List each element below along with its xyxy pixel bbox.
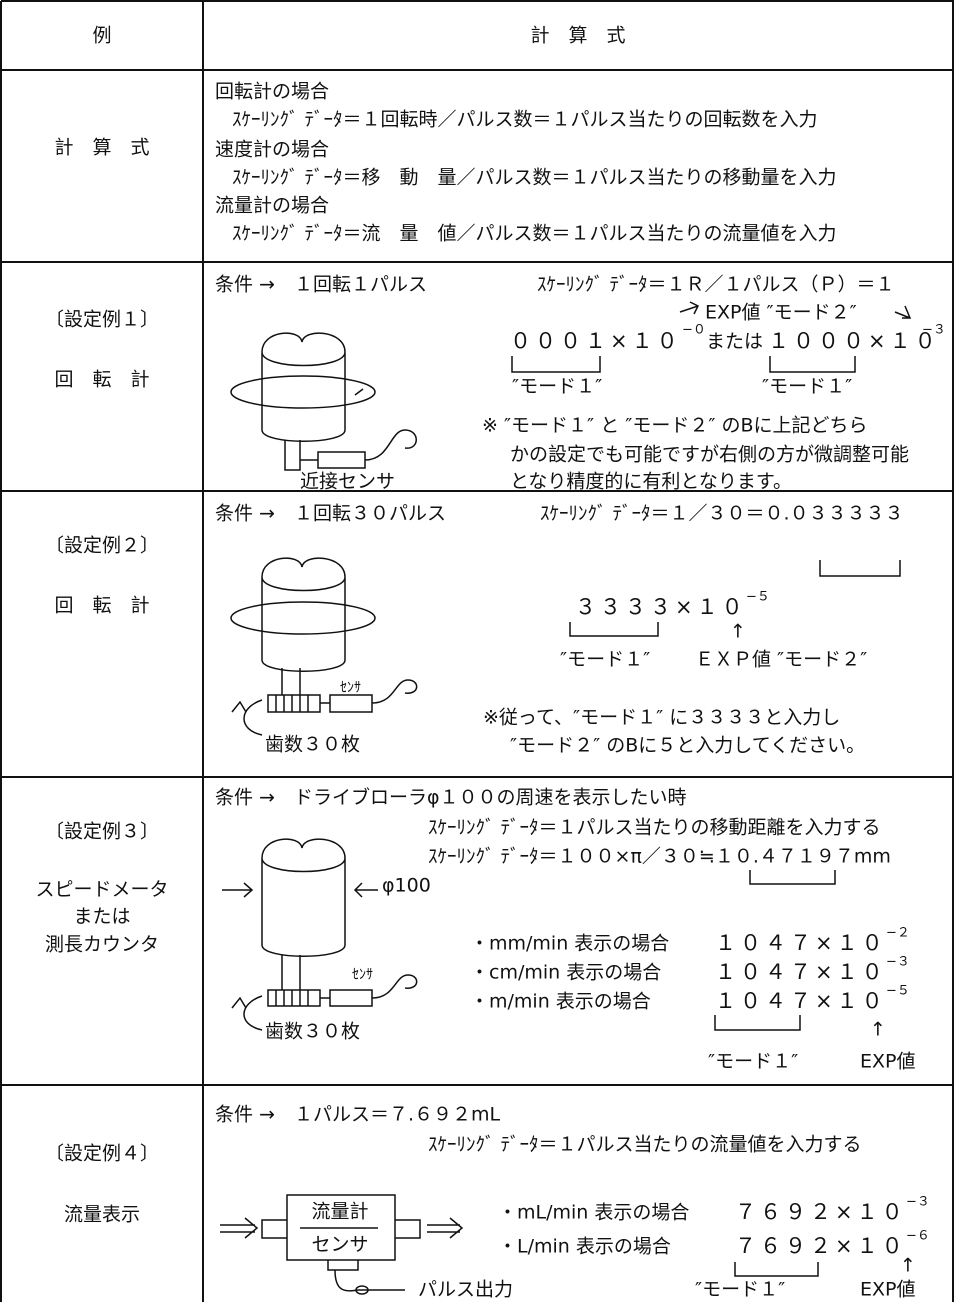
text: 歯数３０枚 <box>265 734 360 756</box>
text: ０００１×１０ <box>510 329 682 353</box>
row-label: 〔設定例２〕 <box>45 535 159 557</box>
text: かの設定でも可能ですが右側の方が微調整可能 <box>510 444 909 466</box>
text: ｾﾝｻ <box>340 680 361 696</box>
row-label: または <box>73 906 130 928</box>
text: センサ <box>311 1234 368 1256</box>
text: ｽｹｰﾘﾝｸﾞ ﾃﾞｰﾀ＝１Ｒ／１パルス（Ｐ）＝１ <box>537 274 895 296</box>
header-cell: 計 算 式 <box>530 25 625 47</box>
text: ・mm/min 表示の場合 <box>470 933 669 955</box>
text: 流量計 <box>311 1201 368 1223</box>
text: 条件 → １パルス＝７.６９２mL <box>215 1104 501 1126</box>
row-label: スピードメータ <box>35 879 168 901</box>
text: EXP値 <box>860 1279 915 1301</box>
text: ｽｹｰﾘﾝｸﾞ ﾃﾞｰﾀ＝１回転時／パルス数＝１パルス当たりの回転数を入力 <box>232 109 818 131</box>
diagram <box>222 838 836 1031</box>
text: ※ ″モード１″ と ″モード２″ のBに上記どちら <box>482 415 868 437</box>
text: ｽｹｰﾘﾝｸﾞ ﾃﾞｰﾀ＝１／３０＝０.０３３３３３ <box>540 503 904 525</box>
text: または <box>706 331 763 353</box>
text: ↑ <box>730 621 746 643</box>
text: ７６９２×１０ <box>735 1234 907 1258</box>
text: 回転計の場合 <box>215 81 329 103</box>
text: １０４７×１０ <box>715 960 887 984</box>
row-label: 〔設定例１〕 <box>45 309 159 331</box>
text: ｽｹｰﾘﾝｸﾞ ﾃﾞｰﾀ＝１００×π／３０≒１０.４７１９７mm <box>428 846 891 868</box>
text: ｽｹｰﾘﾝｸﾞ ﾃﾞｰﾀ＝１パルス当たりの流量値を入力する <box>428 1134 862 1156</box>
text: ″モード１″ <box>708 1051 798 1073</box>
text: 速度計の場合 <box>215 139 329 161</box>
text: ＥＸＰ値 ″モード２″ <box>695 649 867 671</box>
text: 歯数３０枚 <box>265 1021 360 1043</box>
text: 条件 → ドライブローラφ１００の周速を表示したい時 <box>215 786 687 809</box>
text: ・m/min 表示の場合 <box>470 991 651 1013</box>
text: ″モード１″ <box>762 376 852 398</box>
text: ７６９２×１０ <box>735 1200 907 1224</box>
text: EXP値 ″モード２″ <box>705 302 857 324</box>
text: ｾﾝｻ <box>352 967 373 983</box>
text: 条件 → １回転１パルス <box>215 274 427 296</box>
text: EXP値 <box>860 1051 915 1073</box>
text: 流量計の場合 <box>215 195 329 217</box>
text: １０００×１０ <box>768 329 940 353</box>
text: １０４７×１０ <box>715 931 887 955</box>
text: 条件 → １回転３０パルス <box>215 503 446 525</box>
text: ↑ <box>870 1019 886 1041</box>
superscript: −５ <box>886 984 910 999</box>
text: ３３３３×１０ <box>575 595 747 619</box>
text: ″モード２″ のBに５と入力してください。 <box>510 735 865 757</box>
superscript: −３ <box>906 1195 930 1210</box>
superscript: −２ <box>886 926 910 941</box>
row-label: 測長カウンタ <box>45 934 159 956</box>
text: ″モード１″ <box>695 1279 785 1301</box>
text: φ100 <box>382 875 431 897</box>
text: １０４７×１０ <box>715 989 887 1013</box>
text: ｽｹｰﾘﾝｸﾞ ﾃﾞｰﾀ＝１パルス当たりの移動距離を入力する <box>428 817 881 839</box>
row-label: 流量表示 <box>64 1204 140 1226</box>
row-label: 回 転 計 <box>54 369 149 391</box>
text: ・mL/min 表示の場合 <box>498 1202 689 1224</box>
row-label: 回 転 計 <box>54 595 149 617</box>
row-label: 計 算 式 <box>54 137 149 159</box>
superscript: −５ <box>746 590 770 605</box>
superscript: −３ <box>886 955 910 970</box>
diagram <box>230 557 901 736</box>
text: ↑ <box>900 1255 916 1277</box>
superscript: −０ <box>682 323 706 338</box>
text: パルス出力 <box>418 1279 513 1301</box>
text: ※従って、″モード１″ に３３３３と入力し <box>483 707 840 729</box>
text: ″モード１″ <box>512 376 602 398</box>
text: ｽｹｰﾘﾝｸﾞ ﾃﾞｰﾀ＝移 動 量／パルス数＝１パルス当たりの移動量を入力 <box>232 167 837 189</box>
diagram <box>230 301 912 471</box>
text: ｽｹｰﾘﾝｸﾞ ﾃﾞｰﾀ＝流 量 値／パルス数＝１パルス当たりの流量値を入力 <box>232 223 837 245</box>
superscript: −３ <box>922 323 946 338</box>
text: ・cm/min 表示の場合 <box>470 962 661 984</box>
text: ・L/min 表示の場合 <box>498 1236 671 1258</box>
header-cell: 例 <box>92 25 111 47</box>
text: となり精度的に有利となります。 <box>510 471 792 493</box>
row-label: 〔設定例３〕 <box>45 821 159 843</box>
row-label: 〔設定例４〕 <box>45 1143 159 1165</box>
text: 近接センサ <box>300 471 395 493</box>
diagram <box>220 1194 819 1295</box>
text: ″モード１″ <box>560 649 650 671</box>
superscript: −６ <box>906 1229 930 1244</box>
